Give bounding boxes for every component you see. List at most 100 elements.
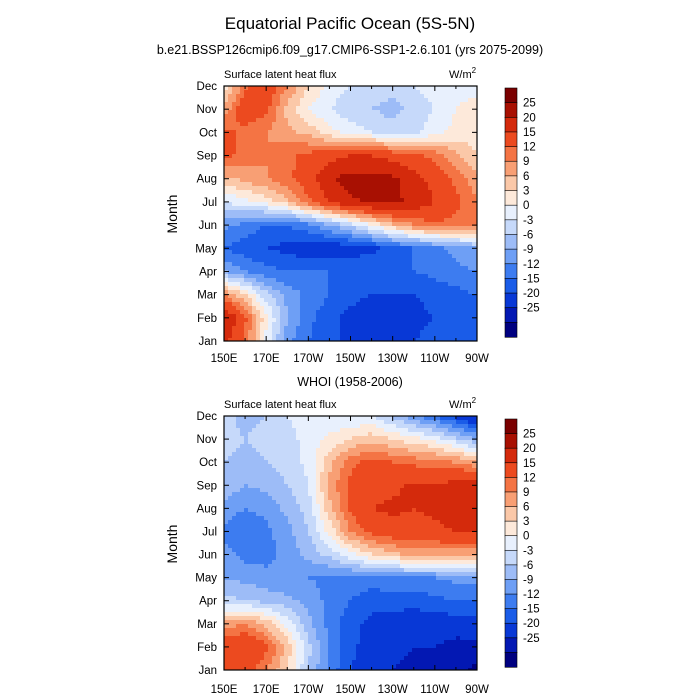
heatmap-cell (344, 210, 349, 215)
heatmap-cell (408, 130, 413, 135)
heatmap-cell (260, 210, 265, 215)
heatmap-cell (396, 330, 401, 335)
heatmap-cell (248, 460, 253, 465)
heatmap-cell (308, 460, 313, 465)
heatmap-cell (376, 98, 381, 103)
heatmap-cell (224, 174, 229, 179)
heatmap-cell (224, 150, 229, 155)
heatmap-cell (344, 238, 349, 243)
heatmap-cell (288, 282, 293, 287)
heatmap-cell (300, 102, 305, 107)
heatmap-cell (392, 286, 397, 291)
heatmap-cell (260, 322, 265, 327)
heatmap-cell (424, 190, 429, 195)
heatmap-cell (468, 170, 473, 175)
heatmap-cell (240, 86, 245, 91)
heatmap-cell (332, 142, 337, 147)
heatmap-cell (344, 322, 349, 327)
heatmap-cell (264, 134, 269, 139)
heatmap-cell (304, 432, 309, 437)
heatmap-cell (384, 262, 389, 267)
heatmap-cell (424, 154, 429, 159)
heatmap-cell (400, 214, 405, 219)
heatmap-cell (324, 274, 329, 279)
heatmap-cell (460, 230, 465, 235)
heatmap-cell (456, 440, 461, 445)
heatmap-cell (444, 166, 449, 171)
heatmap-cell (304, 428, 309, 433)
heatmap-cell (296, 146, 301, 151)
heatmap-cell (224, 210, 229, 215)
heatmap-cell (336, 290, 341, 295)
heatmap-cell (224, 282, 229, 287)
heatmap-cell (468, 178, 473, 183)
heatmap-cell (464, 444, 469, 449)
heatmap-cell (452, 90, 457, 95)
heatmap-cell (352, 182, 357, 187)
heatmap-cell (468, 278, 473, 283)
heatmap-cell (320, 210, 325, 215)
heatmap-cell (392, 242, 397, 247)
heatmap-cell (408, 98, 413, 103)
heatmap-cell (320, 290, 325, 295)
heatmap-cell (440, 460, 445, 465)
heatmap-cell (336, 416, 341, 421)
heatmap-cell (244, 190, 249, 195)
heatmap-cell (256, 282, 261, 287)
heatmap-cell (280, 206, 285, 211)
heatmap-cell (444, 106, 449, 111)
heatmap-cell (256, 330, 261, 335)
heatmap-cell (256, 424, 261, 429)
heatmap-cell (424, 330, 429, 335)
heatmap-cell (464, 130, 469, 135)
heatmap-cell (428, 210, 433, 215)
heatmap-cell (244, 86, 249, 91)
heatmap-cell (344, 110, 349, 115)
heatmap-cell (240, 318, 245, 323)
heatmap-cell (340, 278, 345, 283)
heatmap-cell (344, 424, 349, 429)
heatmap-cell (384, 322, 389, 327)
heatmap-cell (340, 302, 345, 307)
heatmap-cell (412, 444, 417, 449)
heatmap-cell (224, 254, 229, 259)
heatmap-cell (344, 420, 349, 425)
heatmap-cell (428, 178, 433, 183)
heatmap-cell (312, 146, 317, 151)
heatmap-cell (404, 428, 409, 433)
heatmap-cell (324, 286, 329, 291)
heatmap-cell (320, 214, 325, 219)
heatmap-cell (248, 310, 253, 315)
heatmap-cell (284, 250, 289, 255)
heatmap-cell (468, 444, 473, 449)
heatmap-cell (280, 186, 285, 191)
heatmap-cell (428, 102, 433, 107)
heatmap-cell (428, 322, 433, 327)
heatmap-cell (340, 122, 345, 127)
heatmap-cell (448, 170, 453, 175)
heatmap-cell (404, 270, 409, 275)
heatmap-cell (284, 134, 289, 139)
heatmap-cell (420, 238, 425, 243)
heatmap-cell (272, 126, 277, 131)
heatmap-cell (296, 294, 301, 299)
heatmap-cell (236, 226, 241, 231)
heatmap-cell (460, 222, 465, 227)
heatmap-cell (356, 126, 361, 131)
heatmap-cell (444, 306, 449, 311)
heatmap-cell (360, 222, 365, 227)
heatmap-cell (308, 298, 313, 303)
heatmap-cell (376, 218, 381, 223)
heatmap-cell (284, 238, 289, 243)
heatmap-cell (424, 278, 429, 283)
heatmap-cell (272, 448, 277, 453)
heatmap-cell (328, 94, 333, 99)
heatmap-cell (324, 338, 329, 342)
heatmap-cell (400, 218, 405, 223)
heatmap-cell (472, 440, 477, 445)
heatmap-cell (400, 444, 405, 449)
heatmap-cell (232, 274, 237, 279)
heatmap-cell (392, 238, 397, 243)
heatmap-cell (428, 198, 433, 203)
heatmap-cell (300, 338, 305, 342)
